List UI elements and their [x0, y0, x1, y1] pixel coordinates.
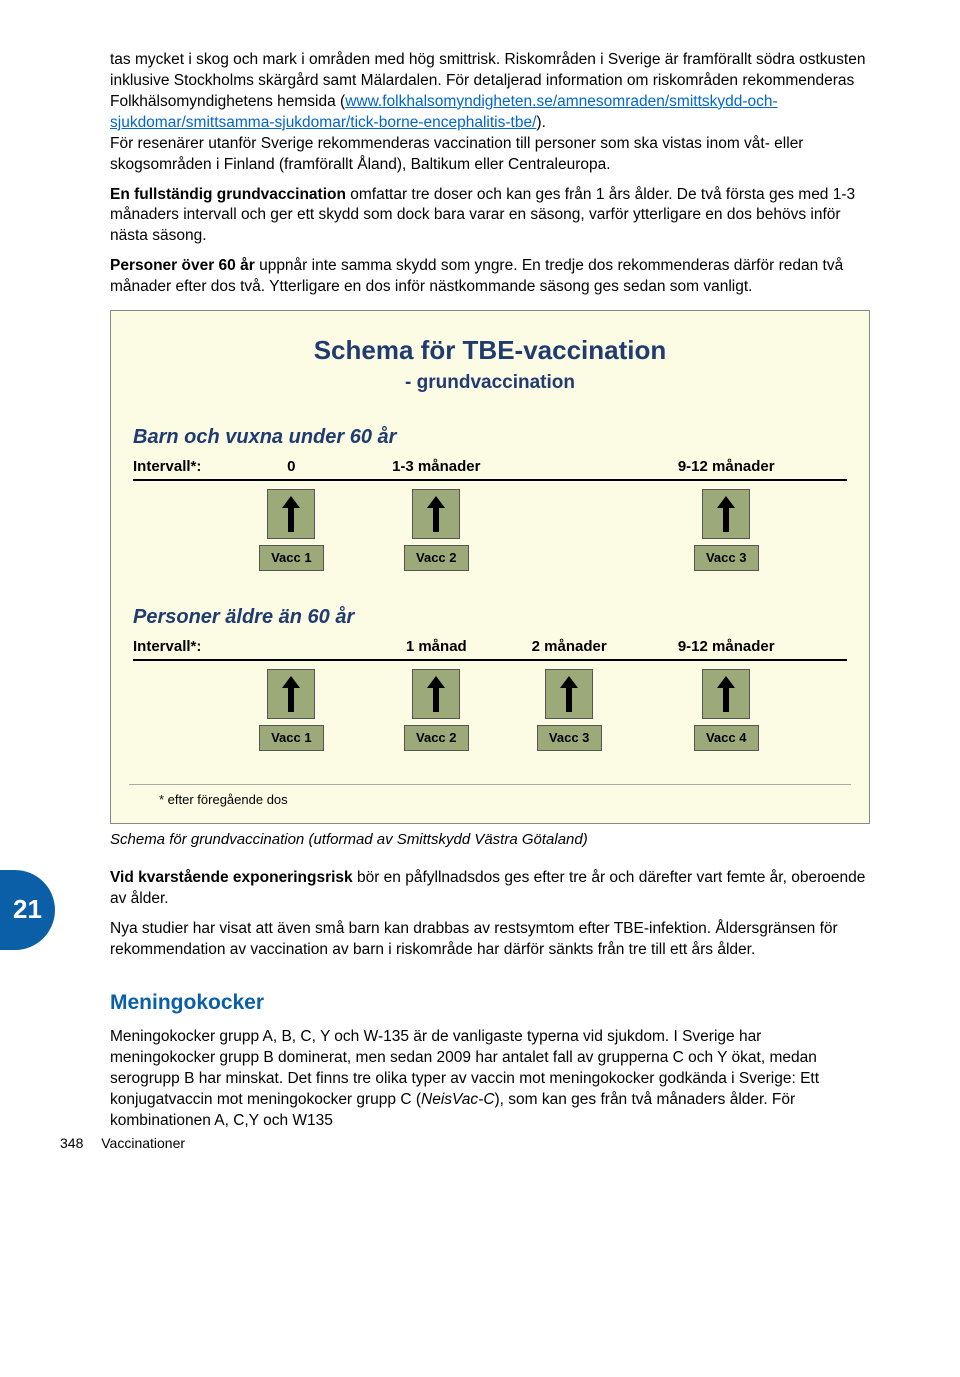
up-arrow-icon	[280, 494, 302, 534]
body-paragraph: En fullständig grundvaccination omfattar…	[110, 185, 870, 248]
vacc-item: Vacc 2	[401, 489, 471, 571]
chapter-tab: 21	[0, 870, 55, 950]
interval-row: Intervall*: 1 månad 2 månader 9-12 månader	[129, 637, 851, 657]
vacc-label: Vacc 4	[694, 725, 759, 751]
tbe-schedule-diagram: Schema för TBE-vaccination - grundvaccin…	[110, 310, 870, 824]
figure-caption: Schema för grundvaccination (utformad av…	[110, 830, 870, 850]
text-bold: Personer över 60 år	[110, 257, 255, 274]
interval-value: 2 månader	[532, 637, 607, 657]
vacc-item: Vacc 3	[534, 669, 604, 751]
interval-value: 1-3 månader	[392, 457, 480, 477]
interval-value: 9-12 månader	[678, 637, 775, 657]
vacc-item: Vacc 1	[256, 489, 326, 571]
up-arrow-icon	[715, 494, 737, 534]
section-heading-meningokocker: Meningokocker	[110, 989, 870, 1017]
vacc-label: Vacc 2	[404, 545, 469, 571]
arrow-box	[702, 669, 750, 719]
interval-value: 0	[287, 457, 295, 477]
body-paragraph: Personer över 60 år uppnår inte samma sk…	[110, 256, 870, 298]
up-arrow-icon	[280, 674, 302, 714]
interval-values: 0 1-3 månader 9-12 månader	[243, 457, 847, 477]
vacc-label: Vacc 3	[694, 545, 759, 571]
section-heading: Barn och vuxna under 60 år	[133, 424, 851, 451]
arrow-box	[267, 669, 315, 719]
vacc-item: Vacc 2	[401, 669, 471, 751]
up-arrow-icon	[715, 674, 737, 714]
body-paragraph: tas mycket i skog och mark i områden med…	[110, 50, 870, 176]
diagram-title: Schema för TBE-vaccination	[129, 333, 851, 368]
up-arrow-icon	[558, 674, 580, 714]
vacc-item: Vacc 1	[256, 669, 326, 751]
diagram-footnote: * efter föregående dos	[129, 784, 851, 813]
page-number: 348	[60, 1135, 83, 1151]
arrow-box	[412, 489, 460, 539]
text-bold: En fullständig grundvaccination	[110, 186, 346, 203]
page-footer: 348 Vaccinationer	[60, 1134, 185, 1153]
arrow-box	[702, 489, 750, 539]
text: ).	[536, 114, 545, 131]
vacc-row: Vacc 1 Vacc 2 Vacc 3 Vacc 4	[133, 669, 847, 754]
body-paragraph: Meningokocker grupp A, B, C, Y och W-135…	[110, 1027, 870, 1132]
vacc-item: Vacc 4	[691, 669, 761, 751]
vacc-label: Vacc 1	[259, 545, 324, 571]
text-italic: NeisVac-C	[421, 1091, 495, 1108]
vacc-label: Vacc 3	[537, 725, 602, 751]
arrow-box	[412, 669, 460, 719]
footer-section: Vaccinationer	[101, 1135, 185, 1151]
interval-value: 9-12 månader	[678, 457, 775, 477]
section-heading: Personer äldre än 60 år	[133, 604, 851, 631]
interval-row: Intervall*: 0 1-3 månader 9-12 månader	[129, 457, 851, 477]
interval-label: Intervall*:	[133, 637, 243, 657]
vacc-label: Vacc 1	[259, 725, 324, 751]
vacc-label: Vacc 2	[404, 725, 469, 751]
vacc-row: Vacc 1 Vacc 2 Vacc 3	[133, 489, 847, 574]
divider	[133, 479, 847, 481]
interval-values: 1 månad 2 månader 9-12 månader	[243, 637, 847, 657]
divider	[133, 659, 847, 661]
body-paragraph: Vid kvarstående exponeringsrisk bör en p…	[110, 868, 870, 910]
diagram-subtitle: - grundvaccination	[129, 370, 851, 396]
arrow-box	[267, 489, 315, 539]
arrow-box	[545, 669, 593, 719]
text-bold: Vid kvarstående exponeringsrisk	[110, 869, 353, 886]
vacc-item: Vacc 3	[691, 489, 761, 571]
up-arrow-icon	[425, 494, 447, 534]
body-paragraph: Nya studier har visat att även små barn …	[110, 919, 870, 961]
interval-value: 1 månad	[406, 637, 467, 657]
text: För resenärer utanför Sverige rekommende…	[110, 135, 803, 173]
up-arrow-icon	[425, 674, 447, 714]
interval-label: Intervall*:	[133, 457, 243, 477]
